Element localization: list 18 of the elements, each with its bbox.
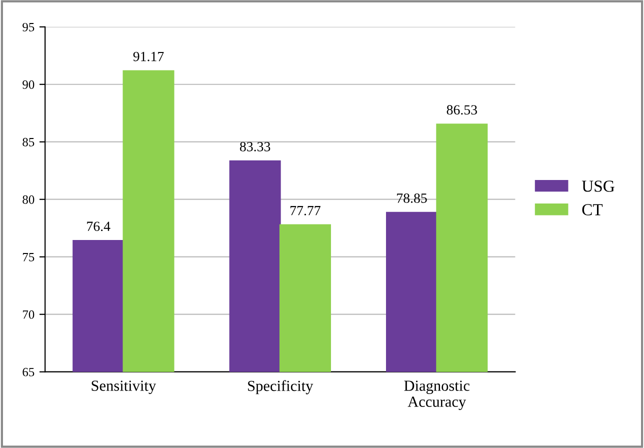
legend-label: CT: [582, 204, 603, 216]
data-label: 76.4: [87, 222, 110, 232]
y-tick-label: 90: [22, 80, 34, 89]
y-tick-label: 85: [22, 138, 34, 146]
y-tick-label: 95: [22, 22, 34, 32]
x-tick-label: Diagnostic Accuracy: [404, 380, 470, 410]
data-label: 78.85: [397, 193, 427, 203]
y-tick-label: 80: [22, 195, 34, 204]
x-tick-label: Specificity: [248, 380, 314, 394]
y-tick-label: 70: [22, 310, 34, 319]
data-label: 91.17: [133, 52, 164, 62]
data-label: 77.77: [290, 206, 320, 216]
legend-label: USG: [582, 180, 614, 192]
data-label: 86.53: [446, 105, 477, 115]
x-tick-label: Sensitivity: [92, 380, 156, 394]
data-label: 83.33: [240, 142, 270, 152]
y-tick-label: 65: [22, 368, 34, 376]
y-tick-label: 75: [22, 253, 34, 262]
